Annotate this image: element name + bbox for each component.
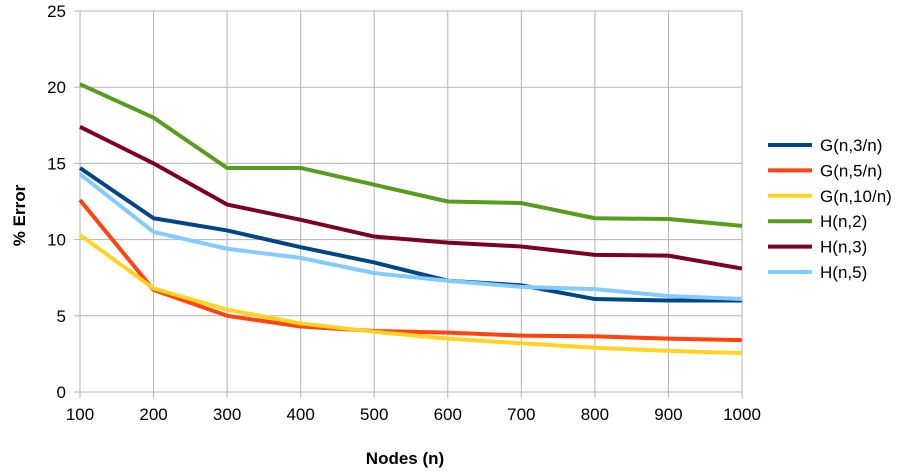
series-line-3 (78, 233, 743, 356)
series-line-6 (78, 172, 743, 302)
x-tick-label: 1000 (723, 405, 761, 424)
y-tick-label: 10 (47, 231, 66, 250)
y-tick-label: 20 (47, 78, 66, 97)
x-tick-label: 400 (286, 405, 314, 424)
x-tick-label: 500 (360, 405, 388, 424)
legend: G(n,3/n) G(n,5/n) G(n,10/n) H(n,2) H(n,3) H(n… (768, 136, 892, 282)
series-line-2 (78, 198, 743, 343)
series-line-4 (79, 82, 743, 228)
series-lines (78, 82, 743, 356)
x-tick-label: 200 (139, 405, 167, 424)
y-tick-label: 15 (47, 154, 66, 173)
legend-label: H(n,5) (820, 263, 867, 282)
legend-label: G(n,3/n) (820, 136, 882, 155)
x-tick-label: 900 (654, 405, 682, 424)
series-line-1 (78, 166, 742, 303)
tick-labels: 0 5 10 15 20 25 100 200 300 400 500 600 700 800 900 100… (47, 2, 761, 424)
y-tick-label: 0 (57, 383, 66, 402)
axes (74, 10, 743, 398)
legend-label: H(n,2) (820, 212, 867, 231)
y-tick-label: 25 (47, 2, 66, 21)
legend-label: G(n,10/n) (820, 187, 892, 206)
x-tick-label: 600 (434, 405, 462, 424)
legend-label: H(n,3) (820, 238, 867, 257)
legend-label: G(n,5/n) (820, 161, 882, 180)
x-tick-label: 700 (507, 405, 535, 424)
x-axis-title: Nodes (n) (366, 449, 444, 468)
x-tick-label: 100 (66, 405, 94, 424)
y-tick-label: 5 (57, 307, 66, 326)
series-line-5 (79, 125, 743, 271)
x-tick-label: 300 (213, 405, 241, 424)
y-axis-title: % Error (10, 184, 29, 246)
x-tick-label: 800 (581, 405, 609, 424)
